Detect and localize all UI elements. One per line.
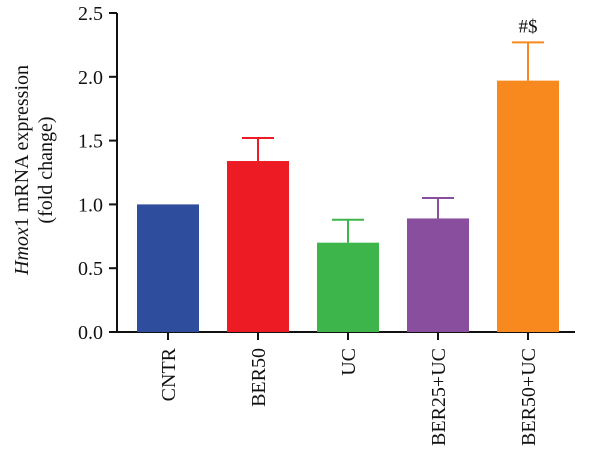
y-tick-label: 2.5 xyxy=(78,3,103,25)
y-axis-label: Hmox1 mRNA expression (fold change) xyxy=(11,65,57,276)
x-tick-label: UC xyxy=(338,348,360,376)
bar-uc xyxy=(317,242,379,332)
bar-cntr xyxy=(137,204,199,332)
svg-text:Hmox1 mRNA expression: Hmox1 mRNA expression xyxy=(11,65,33,276)
x-tick-label: CNTR xyxy=(158,347,180,401)
y-axis-label-italic: Hmox xyxy=(11,227,33,276)
y-tick-label: 1.0 xyxy=(78,194,103,216)
y-axis-label-line2: (fold change) xyxy=(35,116,57,223)
x-tick-label: BER50+UC xyxy=(518,348,540,446)
y-tick-label: 0.5 xyxy=(78,258,103,280)
y-tick-label: 2.0 xyxy=(78,67,103,89)
y-tick-label: 0.0 xyxy=(78,322,103,344)
plot-area: 0.0 0.5 1.0 1.5 2.0 2.5 CNTR BER50 UC BER25+UC BER… xyxy=(78,3,575,446)
x-tick-label: BER25+UC xyxy=(428,348,450,446)
bar-ber50 xyxy=(227,161,289,332)
bar-ber50-uc xyxy=(497,80,559,333)
x-tick-label: BER50 xyxy=(248,348,270,407)
y-axis-label-rest: 1 mRNA expression xyxy=(11,65,33,227)
bar-ber25-uc xyxy=(407,218,469,332)
y-tick-label: 1.5 xyxy=(78,131,103,153)
significance-annotation: #$ xyxy=(519,16,538,37)
